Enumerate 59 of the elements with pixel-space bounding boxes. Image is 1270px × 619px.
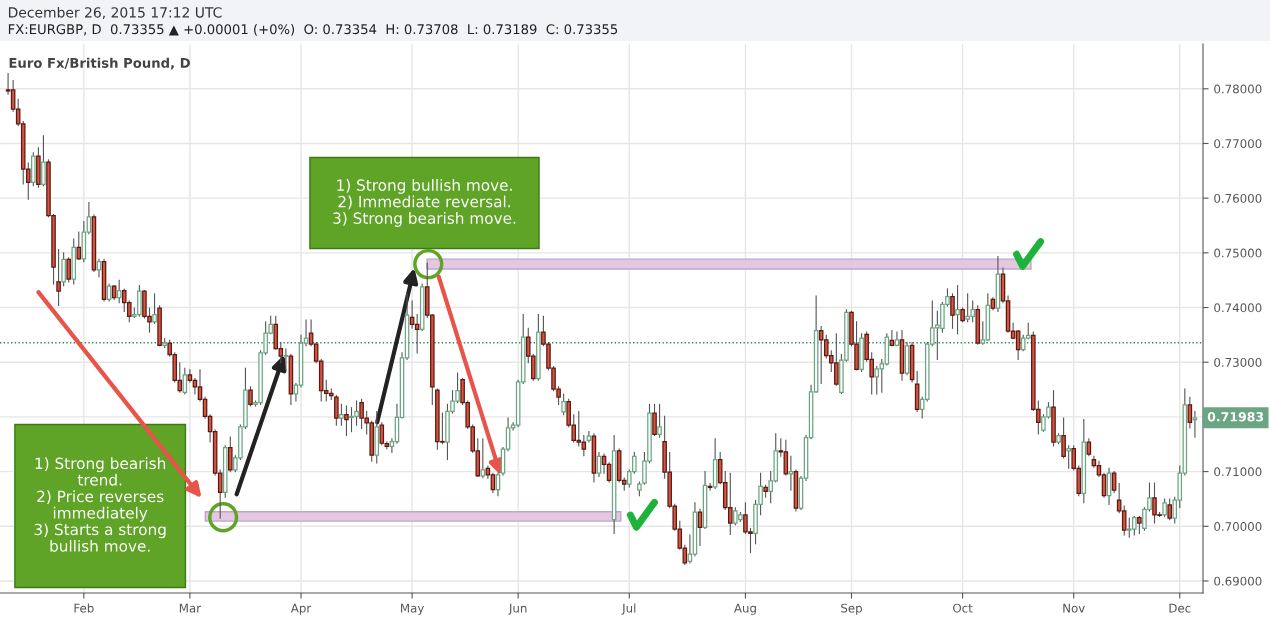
y-tick-label: 0.74000 [1214, 303, 1262, 313]
x-tick-label: Sep [841, 603, 862, 615]
candlestick [339, 403, 344, 426]
candlestick [379, 422, 385, 446]
x-tick-label: Aug [734, 603, 756, 615]
candlestick [66, 257, 71, 283]
text: December 26, 2015 17:12 UTC [8, 6, 222, 20]
y-tick-label: 0.73000 [1214, 357, 1262, 367]
candlestick [652, 403, 657, 437]
y-tick-label: 0.76000 [1214, 193, 1262, 203]
candlestick [61, 252, 66, 287]
text: Euro Fx/British Pound, D [9, 57, 190, 70]
candlestick [228, 436, 233, 473]
candlestick [116, 279, 122, 304]
candlestick [697, 508, 703, 546]
candlestick [586, 431, 592, 443]
candlestick [283, 348, 289, 371]
text: FX:EURGBP, D 0.73355 ▲ +0.00001 (+0%) O: 0.73354 H: 0.73708 L: 0.73189 C: 0.73355 [8, 23, 618, 36]
x-tick-label: Apr [290, 603, 312, 615]
candlestick [187, 369, 193, 383]
candlestick [1192, 410, 1198, 438]
x-tick-label: Jul [621, 603, 636, 615]
candlestick [561, 393, 566, 416]
x-tick-label: Feb [74, 603, 94, 613]
candlestick [1061, 417, 1066, 459]
x-tick-label: Dec [1169, 603, 1191, 613]
candlestick [334, 395, 339, 426]
candlestick [344, 405, 349, 437]
candlestick [727, 472, 733, 536]
x-tick-label: Nov [1063, 603, 1085, 613]
y-tick-label: 0.77000 [1214, 139, 1262, 149]
y-tick-label: 0.78000 [1214, 84, 1262, 94]
annotation: 1) Strong bearish trend. 2) Price reverses immediately 3) Starts a strong bullish move. [34, 457, 166, 552]
y-tick-label: 0.69000 [1214, 576, 1262, 586]
candlestick [76, 231, 82, 260]
candlestick [955, 285, 960, 335]
candlestick [1167, 498, 1172, 521]
y-tick-label: 0.71000 [1214, 467, 1262, 477]
annotation: 1) Strong bullish move. 2) Immediate reversal. 3) Strong bearish move. [333, 179, 516, 227]
x-tick-label: May [401, 603, 424, 615]
x-tick-label: Mar [179, 603, 202, 613]
candlestick [1066, 445, 1071, 469]
candlestick [1015, 329, 1021, 361]
candlestick [950, 293, 955, 329]
candlestick [894, 331, 900, 347]
x-tick-label: Jun [508, 603, 527, 615]
candlestick [874, 366, 880, 395]
candlestick [56, 249, 61, 306]
y-tick-label: 0.70000 [1214, 522, 1262, 531]
candlestick [152, 293, 157, 324]
candlestick [41, 135, 46, 187]
y-tick-label: 0.75000 [1214, 248, 1262, 258]
candlestick [480, 438, 486, 479]
candlestick [1187, 396, 1193, 429]
text: 0.71983 [1207, 412, 1264, 422]
candlestick [657, 403, 662, 438]
candlestick [182, 367, 188, 395]
candlestick [248, 386, 253, 407]
x-tick-label: Oct [953, 603, 973, 613]
